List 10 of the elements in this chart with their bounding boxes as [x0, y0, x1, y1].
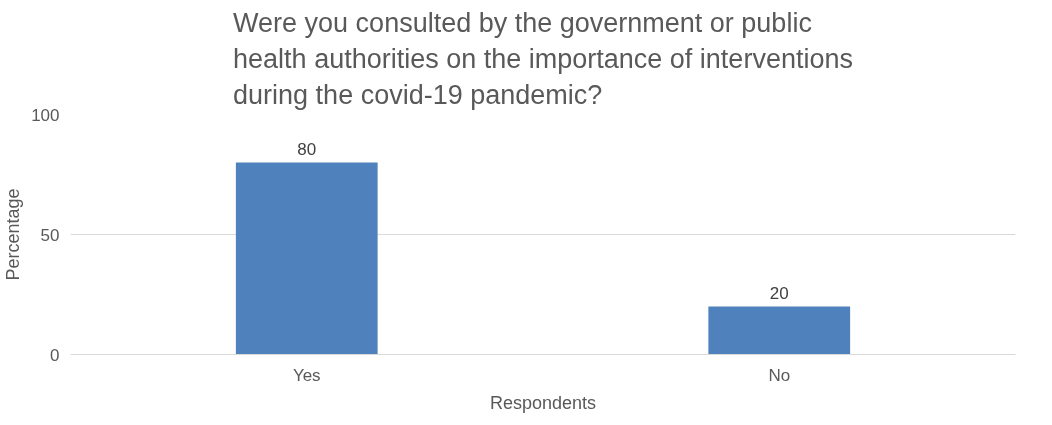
x-axis-title: Respondents — [489, 392, 597, 413]
y-tick-label: 50 — [40, 225, 60, 245]
y-tick-label: 100 — [31, 105, 60, 125]
y-tick-label: 0 — [50, 345, 60, 365]
data-label: 80 — [297, 139, 317, 159]
data-label: 20 — [769, 283, 789, 303]
x-tick-label: Yes — [292, 365, 321, 385]
chart-title: Were you consulted by the government or public health authorities on the importance of interventions during the covid-19 pandemic? — [233, 7, 853, 110]
y-axis-title: Percentage — [3, 188, 24, 281]
x-tick-label: No — [768, 365, 791, 385]
